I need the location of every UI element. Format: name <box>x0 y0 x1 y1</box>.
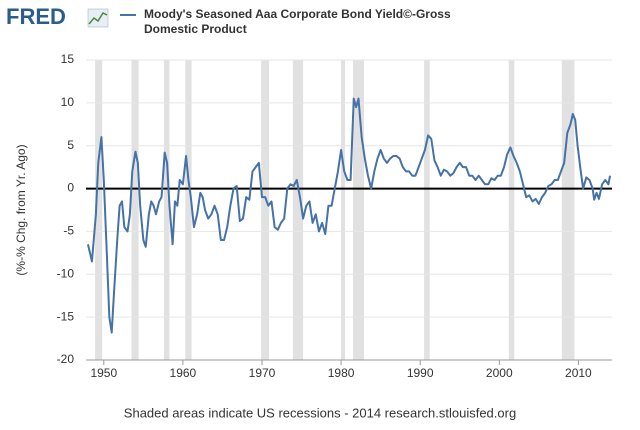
y-tick-label: -10 <box>57 266 75 280</box>
recession-band <box>131 60 139 360</box>
recession-band <box>341 60 346 360</box>
recession-band <box>292 60 304 360</box>
y-tick-label: -5 <box>63 224 74 238</box>
footer: Shaded areas indicate US recessions - 20… <box>124 405 516 420</box>
logo-icon <box>87 8 109 28</box>
y-tick-label: 15 <box>61 52 75 66</box>
y-tick-label: -15 <box>57 309 75 323</box>
y-tick-label: 0 <box>67 181 74 195</box>
y-axis-label: (%-% Chg. from Yr. Ago) <box>14 144 28 275</box>
recession-band <box>561 60 575 360</box>
y-tick-label: 5 <box>67 138 74 152</box>
x-tick-label: 1960 <box>170 366 197 380</box>
x-tick-label: 2000 <box>486 366 513 380</box>
y-tick-label: -20 <box>57 352 75 366</box>
recession-band <box>163 60 170 360</box>
x-tick-label: 2010 <box>565 366 592 380</box>
y-tick-label: 10 <box>61 95 75 109</box>
x-tick-label: 1950 <box>90 366 117 380</box>
x-tick-label: 1970 <box>249 366 276 380</box>
x-tick-label: 1980 <box>328 366 355 380</box>
recession-band <box>95 60 103 360</box>
recession-band <box>424 60 430 360</box>
series-line <box>87 97 612 334</box>
legend-entry: Moody's Seasoned Aaa Corporate Bond Yiel… <box>144 7 451 36</box>
recession-band <box>508 60 515 360</box>
recession-band <box>352 60 365 360</box>
x-tick-label: 1990 <box>407 366 434 380</box>
recession-band <box>261 60 270 360</box>
logo: FRED <box>6 4 66 29</box>
recession-band <box>185 60 192 360</box>
